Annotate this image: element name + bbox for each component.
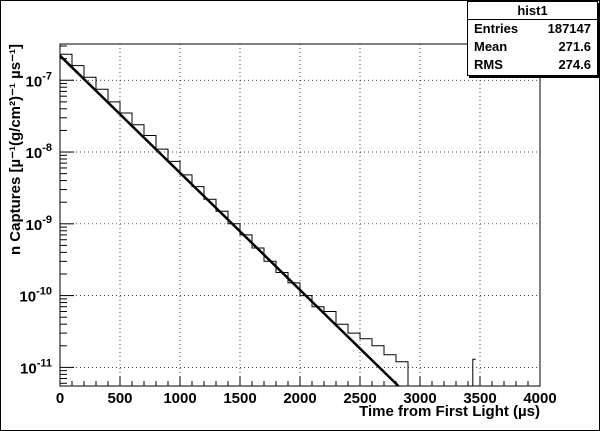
stats-label: Mean xyxy=(474,39,508,54)
y-tick-label: 10-11 xyxy=(20,357,52,377)
x-tick-label: 3000 xyxy=(403,390,436,407)
x-tick-labels: 0 500 1000 1500 2000 2500 3000 3500 4000 xyxy=(56,390,557,407)
stats-label: RMS xyxy=(474,57,503,72)
stats-value: 274.6 xyxy=(558,57,591,72)
x-tick-label: 2500 xyxy=(343,390,376,407)
stats-value: 271.6 xyxy=(558,39,591,54)
ticks xyxy=(59,45,541,386)
stats-row-entries: Entries 187147 xyxy=(468,20,597,38)
stats-value: 187147 xyxy=(547,21,591,36)
x-tick-label: 500 xyxy=(107,390,132,407)
x-tick-label: 0 xyxy=(56,390,64,407)
y-axis-label: n Captures [µ⁻¹(g/cm²)⁻¹ µs⁻¹] xyxy=(7,44,24,255)
stats-row-rms: RMS 274.6 xyxy=(468,56,597,74)
x-tick-label: 4000 xyxy=(523,390,556,407)
stats-row-mean: Mean 271.6 xyxy=(468,38,597,56)
fit-line xyxy=(59,54,400,387)
grid xyxy=(60,44,540,386)
axes-frame xyxy=(59,43,541,387)
x-tick-label: 3500 xyxy=(463,390,496,407)
stats-title: hist1 xyxy=(468,2,597,20)
y-tick-label: 10-7 xyxy=(26,70,52,90)
stats-box: hist1 Entries 187147 Mean 271.6 RMS 274.… xyxy=(467,1,598,76)
y-tick-labels: 10-7 10-8 10-9 10-10 10-11 xyxy=(19,70,52,377)
x-tick-label: 2000 xyxy=(283,390,316,407)
y-tick-label: 10-9 xyxy=(26,214,52,234)
y-tick-label: 10-10 xyxy=(19,286,52,306)
y-tick-label: 10-8 xyxy=(26,142,52,162)
stats-label: Entries xyxy=(474,21,519,36)
x-tick-label: 1000 xyxy=(163,390,196,407)
series-layer xyxy=(59,53,476,387)
histogram-line xyxy=(60,53,476,387)
x-axis-label: Time from First Light (µs) xyxy=(359,403,540,420)
x-tick-label: 1500 xyxy=(223,390,256,407)
